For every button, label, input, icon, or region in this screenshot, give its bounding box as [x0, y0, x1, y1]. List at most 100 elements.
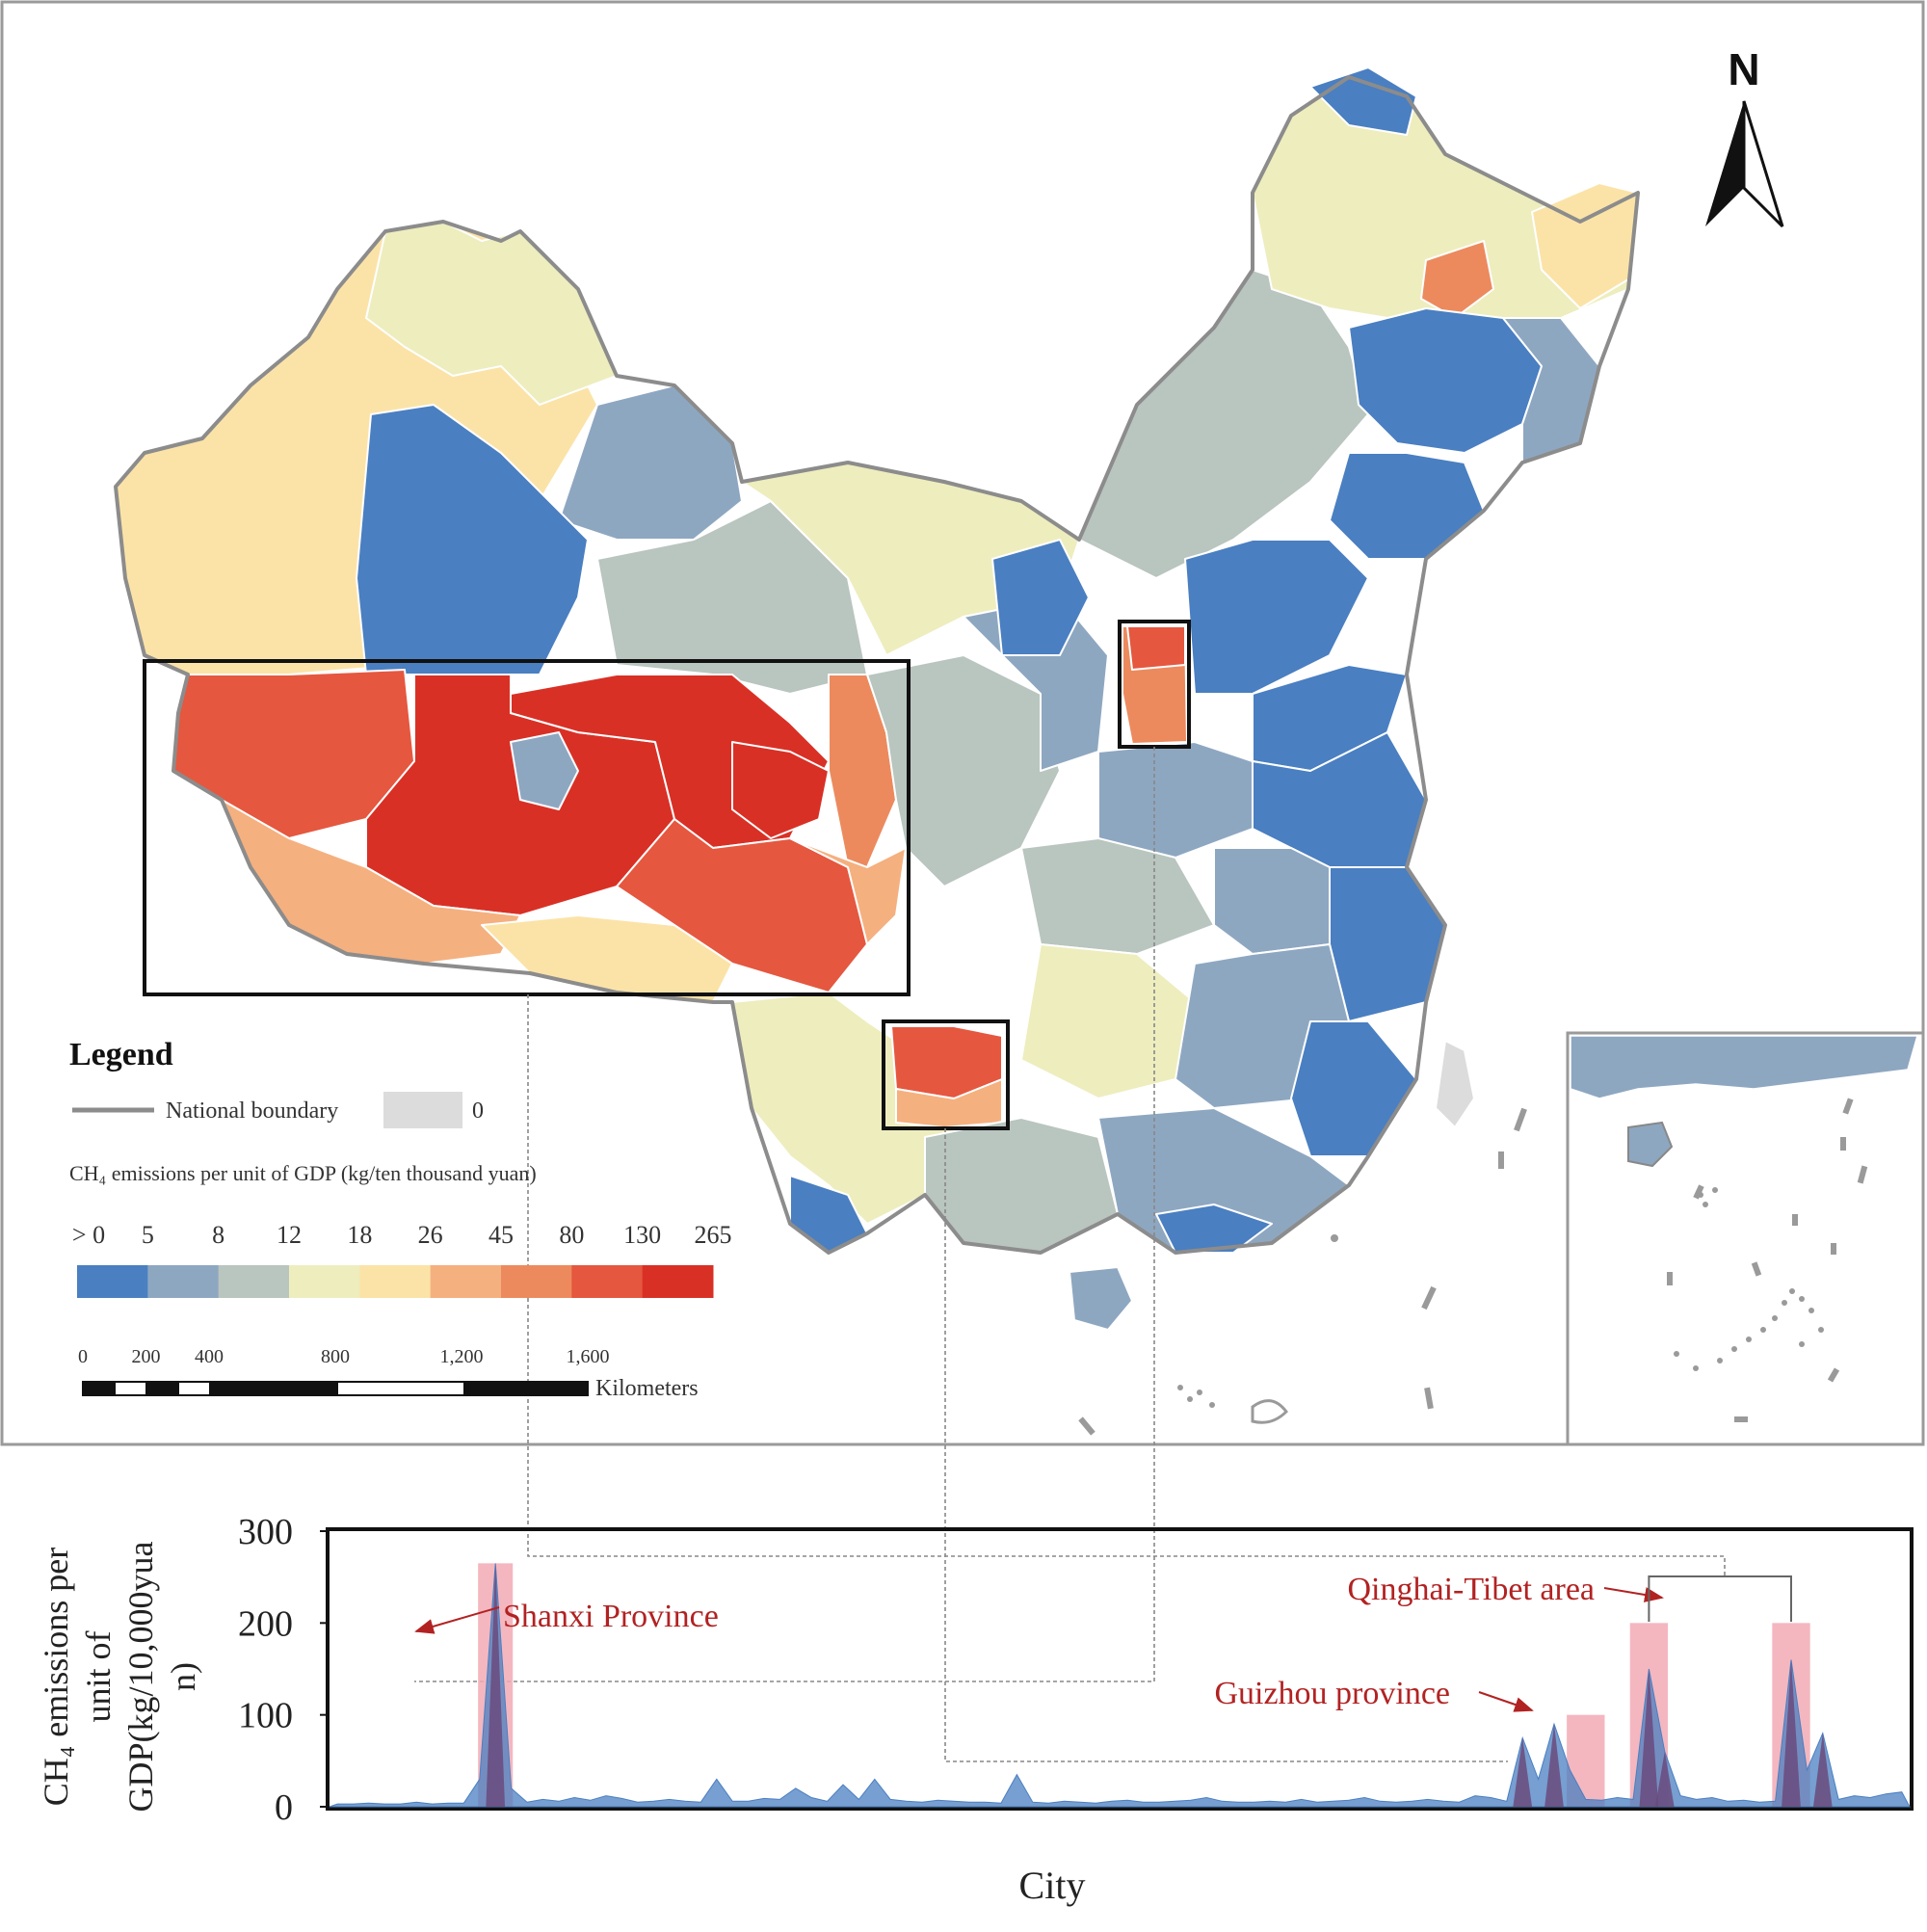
ylabel-line: n) [164, 1662, 202, 1691]
legend-color-1 [147, 1265, 220, 1298]
region-hubei [1020, 837, 1215, 955]
island [1731, 1346, 1737, 1352]
region-heilongjiang-mid [1420, 240, 1494, 319]
island [1667, 1272, 1673, 1285]
north-arrow-icon-outline [1742, 100, 1784, 228]
north-arrow-icon [1705, 101, 1744, 226]
series-peak [1654, 1751, 1675, 1807]
ytick-label: 0 [275, 1787, 293, 1828]
inset-hainan [1627, 1121, 1674, 1168]
island [1840, 1137, 1846, 1151]
island [1209, 1402, 1215, 1408]
region-hebei [1184, 539, 1369, 695]
island [1078, 1416, 1095, 1436]
ytick-label: 200 [238, 1603, 293, 1644]
legend-break-label: 5 [142, 1221, 154, 1249]
legend-title: Legend [69, 1037, 173, 1072]
series-peak [1639, 1669, 1659, 1807]
region-shanxi-north [1126, 625, 1186, 671]
island [1827, 1367, 1840, 1383]
scale-tick-label: 200 [132, 1346, 161, 1367]
region-anhui [1213, 847, 1331, 955]
region-xinjiang-central [356, 404, 589, 675]
annotation-arrow [414, 1606, 500, 1634]
legend-break-label: 18 [347, 1221, 372, 1249]
inset-frame [1566, 1031, 1925, 1446]
scale-segment [209, 1381, 338, 1396]
region-sichuan [866, 654, 1061, 887]
china-map [115, 66, 1639, 1331]
scale-bar-segments [82, 1381, 589, 1396]
national-boundary [114, 75, 1640, 1255]
island [1751, 1261, 1762, 1277]
legend-color-7 [571, 1265, 644, 1298]
region-taiwan [1435, 1040, 1475, 1128]
island [1818, 1327, 1824, 1333]
legend-break-label: 265 [695, 1221, 732, 1249]
legend-break-label: 26 [418, 1221, 443, 1249]
scale-unit: Kilometers [595, 1376, 699, 1401]
legend-break-label: 130 [623, 1221, 661, 1249]
region-qinghai-east [731, 741, 830, 839]
island [1799, 1296, 1805, 1302]
annotation-label: Guizhou province [1214, 1676, 1450, 1711]
scale-tick-label: 1,600 [567, 1346, 610, 1367]
series-peak [1513, 1737, 1533, 1807]
legend-color-3 [289, 1265, 360, 1298]
region-fujian [1290, 1020, 1417, 1157]
connector-guizhou [944, 1128, 1508, 1762]
island [1498, 1151, 1504, 1169]
ytick-label: 300 [238, 1512, 293, 1552]
scale-segment [177, 1381, 211, 1396]
island [1734, 1416, 1748, 1422]
legend-boundary-label: National boundary [166, 1098, 338, 1124]
island [1857, 1165, 1868, 1184]
island [1693, 1365, 1699, 1371]
island [1772, 1315, 1778, 1321]
island [1197, 1389, 1202, 1395]
island [1698, 1192, 1703, 1198]
legend-zero-label: 0 [472, 1098, 484, 1124]
chart-annotations: Shanxi Province Guizhou province Qinghai-T… [414, 1572, 1792, 1712]
north-label: N [1728, 44, 1759, 94]
annotation-label: Shanxi Province [503, 1599, 719, 1634]
legend-scale-title: CH₄ emissions per unit of GDP (kg/ten th… [69, 1161, 537, 1185]
inset-coast [1570, 1035, 1918, 1099]
scale-tick-label: 800 [321, 1346, 350, 1367]
map-frame [0, 0, 1925, 1446]
series-peak [1782, 1659, 1801, 1807]
region-sichuan-west-2 [789, 837, 907, 945]
legend-color-6 [501, 1265, 572, 1298]
scale-segment [463, 1381, 589, 1396]
annotation-label: Qinghai-Tibet area [1347, 1572, 1595, 1607]
legend-break-label: 45 [488, 1221, 514, 1249]
region-ningxia [991, 539, 1090, 656]
island [1789, 1288, 1795, 1294]
chart-plot-frame [326, 1527, 1914, 1811]
legend-break-label: 12 [277, 1221, 302, 1249]
ytick-label: 100 [238, 1696, 293, 1736]
legend-breaks: > 0 5 8 12 18 26 45 80 130 265 [72, 1221, 732, 1249]
legend-break-label: 8 [212, 1221, 224, 1249]
legend-color-4 [359, 1265, 432, 1298]
series-peak [1812, 1733, 1833, 1807]
chart: 0 100 200 300 CH₄ emissions per unit of GDP(k… [37, 1512, 1914, 1907]
scale-segment [114, 1381, 147, 1396]
legend-color-0 [77, 1265, 148, 1298]
region-henan [1097, 741, 1254, 859]
series-peak [486, 1563, 506, 1807]
region-liaoning [1329, 452, 1485, 560]
region-hunan [1020, 943, 1196, 1099]
island [1421, 1285, 1437, 1310]
scale-segment [145, 1381, 179, 1396]
connector-lines [414, 747, 1726, 1762]
box-qinghai-tibet [143, 659, 911, 996]
legend: Legend National boundary 0 CH₄ emissions… [69, 1037, 732, 1298]
island [1424, 1387, 1434, 1410]
connector-shanxi [414, 747, 1155, 1682]
series-peak [1544, 1724, 1564, 1807]
north-arrow: N [1705, 44, 1784, 228]
island [1693, 1184, 1704, 1200]
island [1808, 1308, 1814, 1313]
